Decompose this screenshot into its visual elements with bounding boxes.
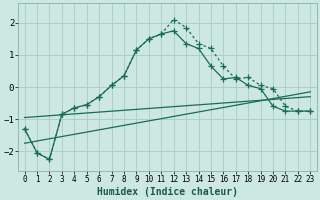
X-axis label: Humidex (Indice chaleur): Humidex (Indice chaleur) [97,186,238,197]
